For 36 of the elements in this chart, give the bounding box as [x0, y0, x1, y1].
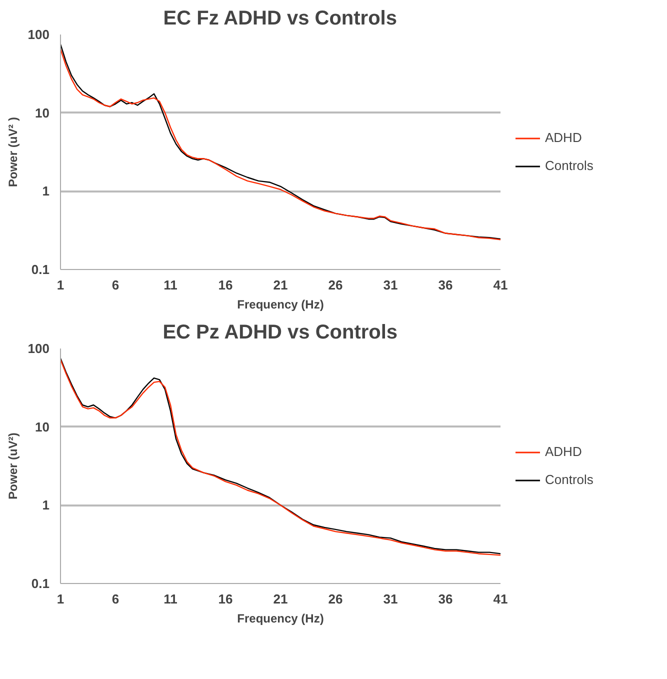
x-tick-label: 11 [164, 278, 178, 292]
x-tick-label: 41 [493, 592, 508, 606]
x-tick-label: 36 [438, 592, 453, 606]
y-tick-label: 10 [35, 419, 50, 434]
x-tick-label: 26 [328, 278, 343, 292]
x-tick-label: 41 [493, 278, 508, 292]
x-tick-label: 6 [112, 278, 120, 292]
x-tick-label: 11 [164, 592, 178, 606]
x-tick-label: 16 [218, 278, 233, 292]
y-tick-label: 0.1 [31, 262, 50, 277]
x-axis-title: Frequency (Hz) [237, 298, 324, 312]
y-axis-title: Power (uV²) [6, 432, 20, 500]
chart-title: EC Fz ADHD vs Controls [163, 8, 398, 30]
legend-label: Controls [545, 158, 594, 173]
x-tick-label: 1 [56, 278, 64, 292]
x-tick-label: 16 [218, 592, 233, 606]
x-tick-label: 1 [56, 592, 64, 606]
legend-label: ADHD [545, 130, 582, 145]
y-axis-title: Power (uV² ) [6, 116, 20, 187]
y-tick-label: 100 [28, 27, 50, 42]
chart-title: EC Pz ADHD vs Controls [162, 322, 398, 344]
x-tick-label: 6 [112, 592, 120, 606]
legend-label: Controls [545, 472, 594, 487]
y-tick-label: 0.1 [31, 576, 50, 591]
legend-label: ADHD [545, 444, 582, 459]
x-axis-title: Frequency (Hz) [237, 612, 324, 626]
x-tick-label: 26 [328, 592, 343, 606]
y-tick-label: 100 [28, 341, 50, 356]
y-tick-label: 1 [42, 184, 50, 199]
y-tick-label: 10 [35, 105, 50, 120]
x-tick-label: 31 [383, 592, 398, 606]
x-tick-label: 21 [273, 278, 288, 292]
y-tick-label: 1 [42, 498, 50, 513]
x-tick-label: 21 [273, 592, 288, 606]
x-tick-label: 31 [383, 278, 398, 292]
x-tick-label: 36 [438, 278, 453, 292]
